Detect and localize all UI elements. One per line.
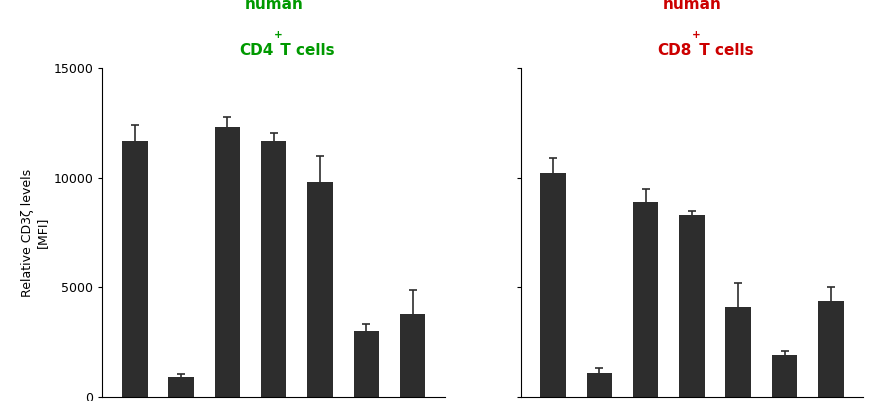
Bar — [261, 140, 287, 397]
Text: human: human — [244, 0, 303, 12]
Bar — [633, 202, 659, 397]
Text: CD8: CD8 — [658, 43, 692, 58]
Bar — [214, 128, 240, 397]
Bar — [772, 355, 797, 397]
Bar — [400, 314, 425, 397]
Bar — [168, 377, 194, 397]
Text: T cells: T cells — [693, 43, 753, 58]
Text: CD4: CD4 — [239, 43, 274, 58]
Bar — [587, 373, 612, 397]
Text: T cells: T cells — [275, 43, 335, 58]
Bar — [540, 173, 566, 397]
Text: human: human — [662, 0, 722, 12]
Bar — [353, 331, 379, 397]
Bar — [679, 215, 705, 397]
Text: +: + — [274, 30, 282, 40]
Bar — [818, 300, 844, 397]
Bar — [307, 182, 333, 397]
Y-axis label: Relative CD3ζ levels
[MFI]: Relative CD3ζ levels [MFI] — [21, 168, 49, 297]
Bar — [725, 307, 751, 397]
Text: +: + — [692, 30, 700, 40]
Bar — [122, 140, 148, 397]
